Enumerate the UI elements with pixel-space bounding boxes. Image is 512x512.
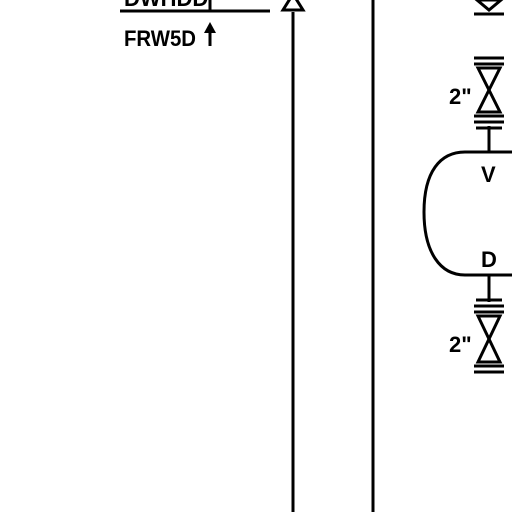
upper-valve-size-label: 2" bbox=[449, 84, 472, 109]
main-vertical-pipe bbox=[280, 0, 306, 512]
lower-valve-size-label: 2" bbox=[449, 332, 472, 357]
upper-gate-valve-icon bbox=[474, 56, 504, 124]
lower-gate-valve-icon bbox=[474, 304, 504, 374]
lower-nozzle bbox=[476, 275, 502, 302]
vessel-outline bbox=[422, 150, 512, 277]
up-arrow-icon bbox=[204, 22, 216, 46]
drain-marker-label: D bbox=[481, 247, 497, 272]
top-cut-tag-label: DWHDD bbox=[124, 0, 208, 11]
top-valve-icon bbox=[474, 0, 504, 16]
line-tag-label: FRW5D bbox=[124, 26, 196, 51]
upper-nozzle bbox=[476, 126, 502, 152]
vent-marker-label: V bbox=[481, 162, 496, 187]
